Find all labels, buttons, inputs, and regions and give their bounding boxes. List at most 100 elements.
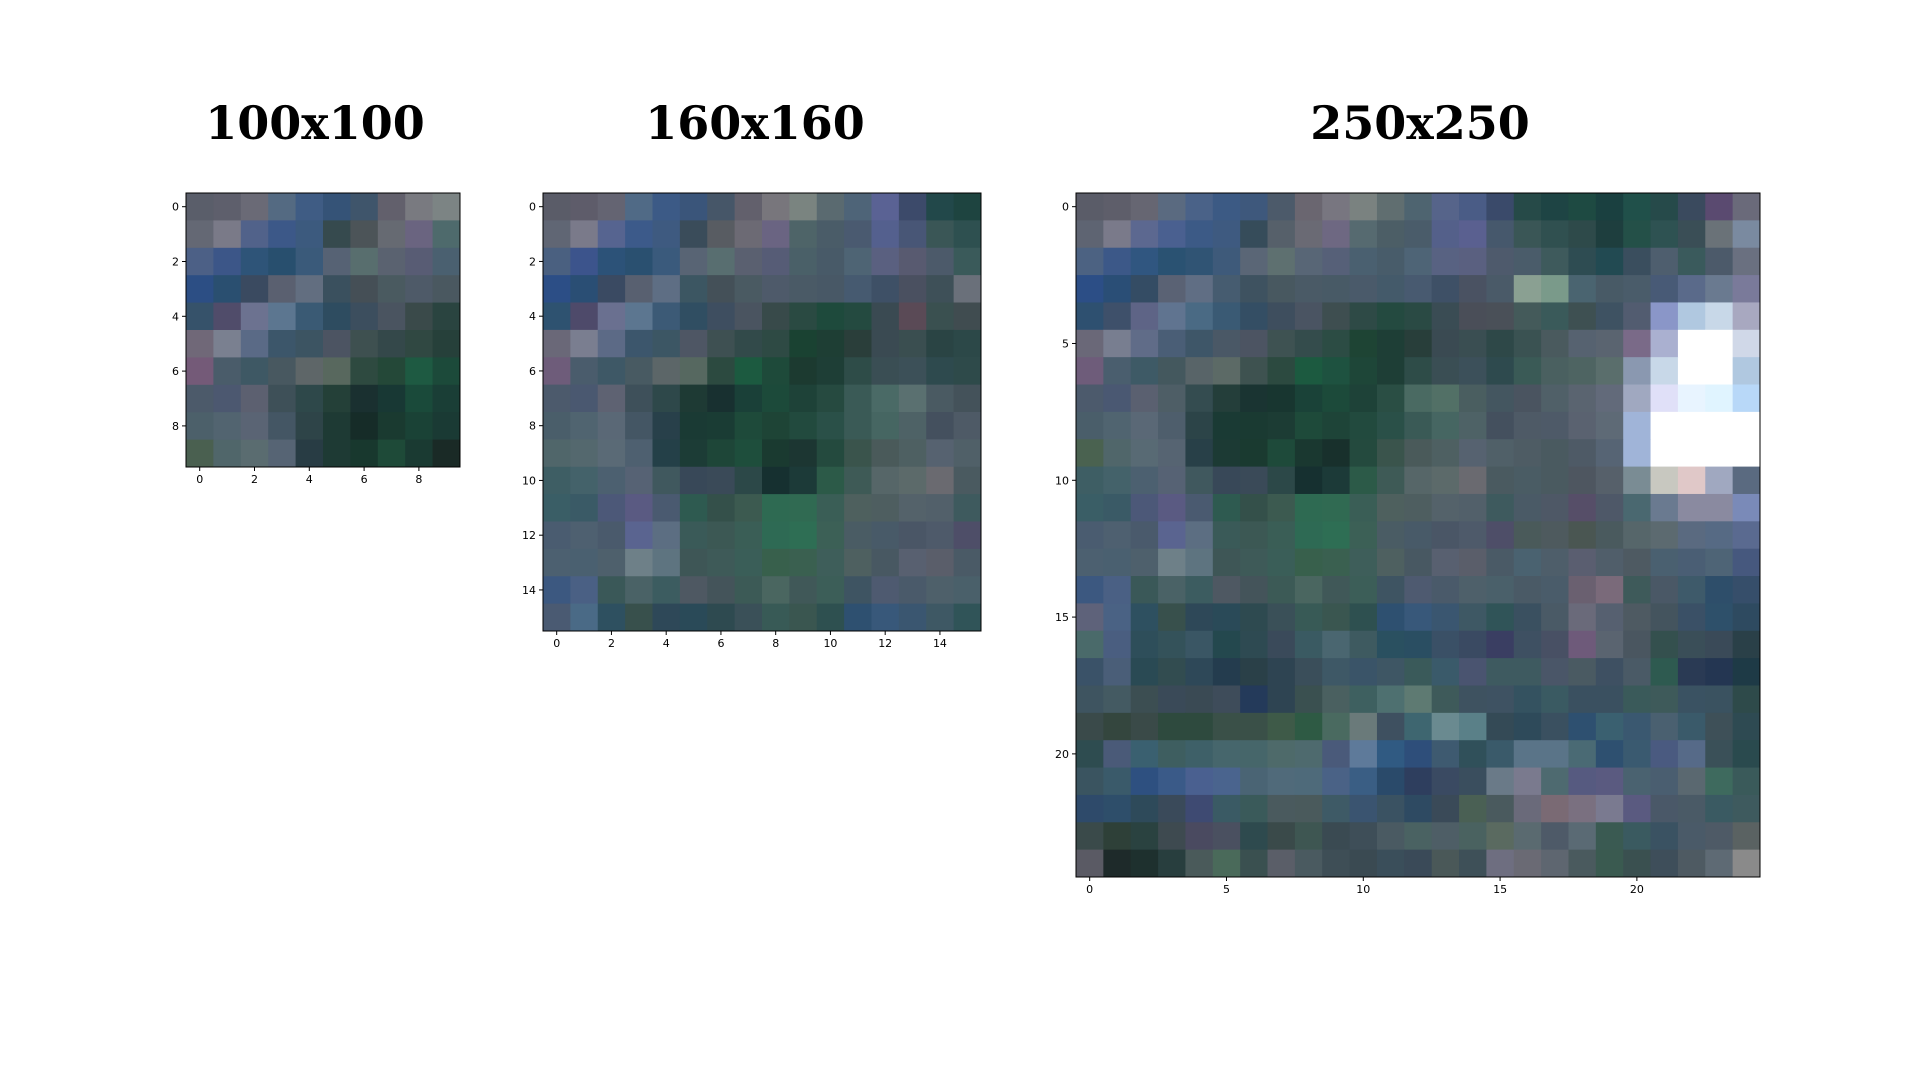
heatmap-cell [1431, 220, 1460, 249]
heatmap-cell [1103, 849, 1132, 878]
y-tick-label: 6 [172, 365, 179, 378]
heatmap-cell [871, 439, 900, 468]
heatmap-cell [1705, 439, 1734, 468]
heatmap-cell [871, 521, 900, 550]
heatmap-cell [1103, 767, 1132, 796]
heatmap-cell [1322, 740, 1351, 769]
heatmap-cell [953, 357, 982, 386]
heatmap-cell [1541, 466, 1569, 495]
heatmap-cell [762, 357, 790, 386]
heatmap-cell [1541, 548, 1569, 577]
heatmap-cell [1130, 603, 1159, 632]
heatmap-cell [789, 521, 818, 550]
heatmap-cell [1541, 275, 1569, 303]
heatmap-cell [1486, 439, 1515, 468]
heatmap-cell [625, 357, 653, 386]
heatmap-cell [1130, 712, 1159, 741]
x-tick-label: 8 [772, 637, 779, 650]
heatmap-cell [268, 302, 297, 331]
heatmap-cell [1705, 576, 1734, 604]
heatmap-cell [1459, 822, 1487, 851]
heatmap-cell [1459, 411, 1487, 440]
heatmap-cell [432, 247, 461, 276]
heatmap-cell [926, 275, 955, 303]
heatmap-cell [1541, 493, 1569, 522]
heatmap-cell [377, 193, 406, 221]
heatmap-cell [1349, 493, 1378, 522]
heatmap-cell [1294, 247, 1323, 276]
heatmap-cell [1486, 220, 1515, 249]
heatmap-cell [1240, 466, 1269, 495]
heatmap-cell [816, 439, 845, 468]
x-tick-label: 0 [553, 637, 560, 650]
heatmap-cell [1677, 658, 1706, 686]
heatmap-cell [871, 247, 900, 276]
heatmap-frame [185, 192, 461, 468]
heatmap-cell [1623, 658, 1652, 686]
heatmap-cell [186, 330, 214, 358]
heatmap-cell [1294, 849, 1323, 878]
heatmap-cell [1349, 849, 1378, 878]
heatmap-cell [1595, 685, 1624, 714]
heatmap-cell [240, 412, 269, 441]
heatmap-cell [625, 548, 653, 577]
heatmap-cell [1267, 329, 1296, 358]
heatmap-cell [1650, 521, 1679, 550]
heatmap-cell [762, 548, 790, 577]
heatmap-cell [1130, 357, 1159, 386]
heatmap-cell [1404, 466, 1433, 495]
heatmap-cell [1650, 712, 1679, 741]
heatmap-cell [1459, 603, 1487, 632]
heatmap-cell [1349, 630, 1378, 659]
heatmap-cell [1240, 220, 1269, 249]
heatmap-cell [1240, 740, 1269, 769]
heatmap-cell [816, 466, 845, 495]
heatmap-cell [1076, 603, 1104, 632]
heatmap-cell [1267, 658, 1296, 686]
heatmap-cell [652, 412, 681, 440]
heatmap-cell [1267, 740, 1296, 769]
heatmap-cell [1294, 630, 1323, 659]
heatmap-cell [1623, 193, 1652, 221]
heatmap-cell [1486, 329, 1515, 358]
heatmap-cell [1677, 630, 1706, 659]
heatmap-cell [1212, 439, 1241, 468]
heatmap-cell [625, 521, 653, 550]
heatmap-cell [1732, 685, 1761, 714]
heatmap-cell [1568, 357, 1597, 386]
y-tick-label: 0 [529, 201, 536, 214]
heatmap-cell [707, 548, 736, 577]
heatmap-cell [1322, 822, 1351, 851]
heatmap-cell [432, 302, 461, 331]
heatmap-cell [1431, 357, 1460, 386]
heatmap-cell [679, 302, 708, 331]
heatmap-cell [1185, 712, 1214, 741]
heatmap-cell [1459, 329, 1487, 358]
heatmap-cell [679, 521, 708, 550]
heatmap-cell [1541, 740, 1569, 769]
heatmap-cell [1130, 247, 1159, 276]
heatmap-cell [1650, 220, 1679, 249]
heatmap-cell [240, 439, 269, 468]
heatmap-cell [898, 494, 927, 522]
heatmap-cell [1240, 603, 1269, 632]
heatmap-cell [1486, 521, 1515, 550]
heatmap-cell [871, 576, 900, 605]
heatmap-cell [1404, 658, 1433, 686]
heatmap-cell [1513, 439, 1542, 468]
heatmap-cell [734, 576, 763, 605]
heatmap-cell [1322, 521, 1351, 550]
heatmap-cell [597, 521, 626, 550]
heatmap-cell [1513, 740, 1542, 769]
heatmap-cell [1103, 603, 1132, 632]
heatmap-cell [1677, 767, 1706, 796]
heatmap-cell [1705, 193, 1734, 221]
heatmap-cell [1376, 220, 1405, 249]
heatmap-cell [570, 220, 599, 249]
heatmap-cell [734, 384, 763, 413]
heatmap-cell [1595, 220, 1624, 249]
heatmap-cell [570, 576, 599, 605]
heatmap-cell [625, 220, 653, 249]
heatmap-cell [1294, 384, 1323, 413]
heatmap-cell [1541, 849, 1569, 878]
